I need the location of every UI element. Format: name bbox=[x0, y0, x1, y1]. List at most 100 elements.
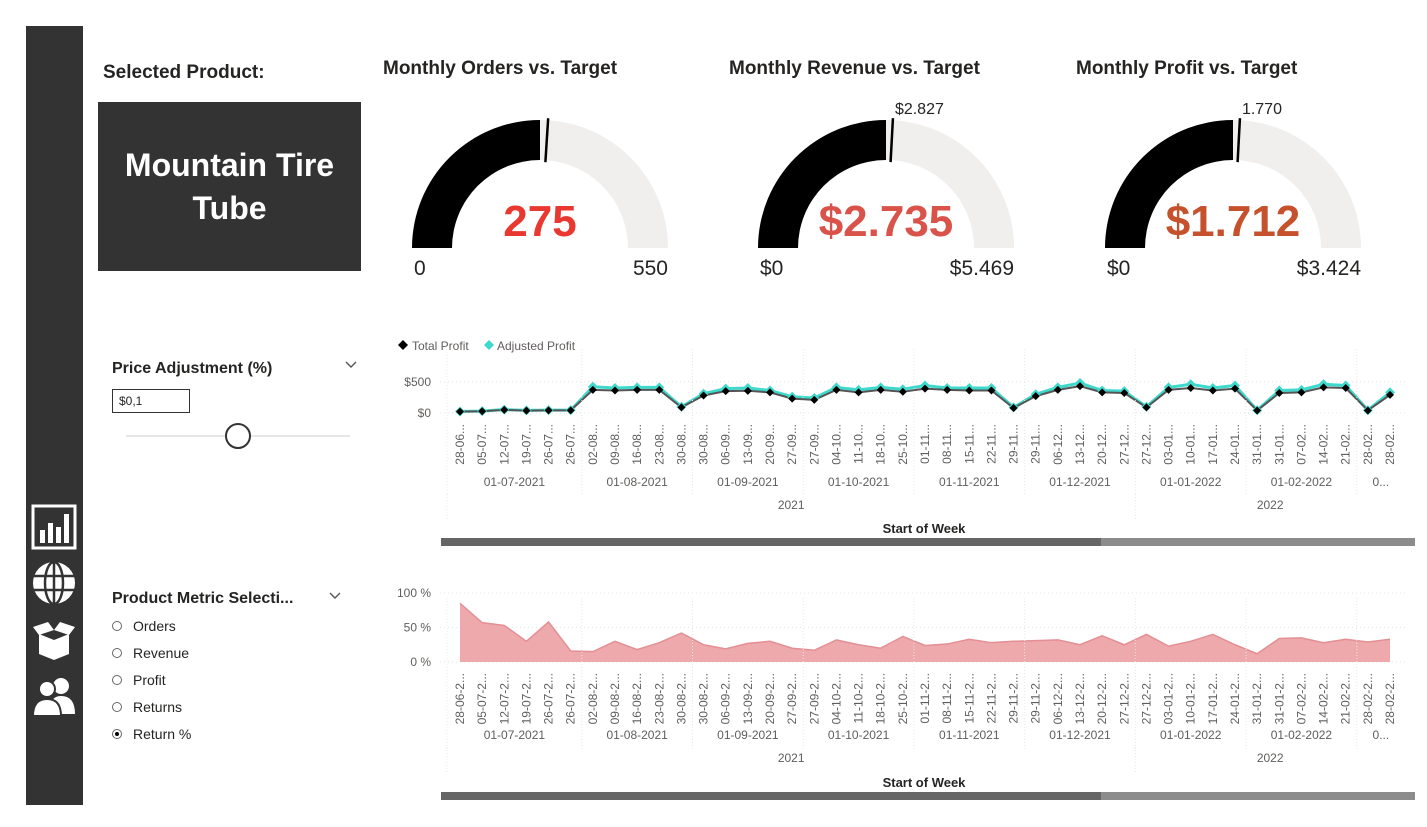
radio-button[interactable] bbox=[112, 648, 122, 658]
total-profit-point bbox=[854, 388, 863, 397]
metric-option-profit[interactable]: Profit bbox=[112, 671, 166, 689]
scrollbar-track[interactable] bbox=[1101, 792, 1415, 800]
x-tick-label: 31-01... bbox=[1250, 424, 1264, 465]
x-tick-label: 29-11... bbox=[1029, 424, 1043, 464]
gauge-value: 275 bbox=[503, 197, 576, 246]
gauge-fill bbox=[1105, 120, 1233, 248]
month-label: 01-11-2021 bbox=[939, 728, 1000, 742]
x-tick-label: 09-08... bbox=[608, 424, 622, 465]
total-profit-point bbox=[699, 391, 708, 400]
x-tick-label: 05-07-2... bbox=[475, 673, 489, 724]
product-name-line2: Tube bbox=[192, 189, 267, 226]
gauge-max-label: $5.469 bbox=[950, 257, 1014, 280]
x-tick-label: 28-02... bbox=[1383, 424, 1397, 465]
metric-option-label: Returns bbox=[133, 699, 183, 715]
metric-option-label: Revenue bbox=[133, 645, 190, 661]
gauge-value: $2.735 bbox=[819, 197, 954, 246]
selected-product-label: Selected Product: bbox=[103, 62, 265, 83]
box-icon[interactable] bbox=[29, 614, 79, 664]
x-tick-label: 27-09... bbox=[785, 424, 799, 465]
total-profit-point bbox=[832, 385, 841, 394]
metric-option-revenue[interactable]: Revenue bbox=[112, 644, 189, 662]
x-tick-label: 28-02-2... bbox=[1361, 673, 1375, 724]
x-tick-label: 23-08-2... bbox=[652, 673, 666, 724]
total-profit-point bbox=[898, 387, 907, 396]
metric-option-label: Orders bbox=[133, 618, 176, 634]
total-profit-point bbox=[1253, 406, 1262, 415]
x-tick-label: 01-11... bbox=[918, 424, 932, 464]
x-tick-label: 04-10... bbox=[829, 424, 843, 465]
scrollbar-track[interactable] bbox=[1101, 538, 1415, 546]
x-tick-label: 19-07... bbox=[519, 424, 533, 465]
radio-button[interactable] bbox=[112, 675, 122, 685]
x-tick-label: 25-10-2... bbox=[896, 673, 910, 724]
y-tick-label: 0 % bbox=[410, 655, 431, 669]
x-tick-label: 13-12-2... bbox=[1073, 673, 1087, 724]
y-tick-label: 100 % bbox=[397, 586, 431, 600]
total-profit-point bbox=[721, 387, 730, 396]
x-tick-label: 27-12-2... bbox=[1139, 673, 1153, 724]
month-label: 01-11-2021 bbox=[939, 475, 1000, 489]
year-label: 2022 bbox=[1257, 498, 1284, 512]
x-tick-label: 03-01... bbox=[1162, 424, 1176, 465]
x-tick-label: 29-11-2... bbox=[1007, 673, 1021, 723]
x-tick-label: 23-08... bbox=[652, 424, 666, 465]
x-tick-label: 30-08-2... bbox=[697, 673, 711, 724]
bar-chart-icon[interactable] bbox=[29, 502, 79, 552]
gauge-target-marker bbox=[889, 118, 895, 163]
gauge-target-label: $2.827 bbox=[895, 101, 944, 118]
y-tick-label: $500 bbox=[404, 375, 431, 389]
radio-button[interactable] bbox=[112, 621, 122, 631]
metric-option-orders[interactable]: Orders bbox=[112, 617, 176, 635]
month-label: 01-08-2021 bbox=[606, 728, 668, 742]
x-tick-label: 06-12... bbox=[1051, 424, 1065, 465]
x-tick-label: 10-01-2... bbox=[1184, 673, 1198, 724]
x-tick-label: 08-11... bbox=[940, 424, 954, 464]
gauge-min-label: $0 bbox=[1107, 257, 1130, 280]
revenue-gauge-title: Monthly Revenue vs. Target bbox=[729, 58, 980, 79]
x-tick-label: 14-02... bbox=[1317, 424, 1331, 465]
total-profit-point bbox=[1142, 403, 1151, 412]
total-profit-point bbox=[1231, 384, 1239, 393]
slider-thumb[interactable] bbox=[225, 423, 251, 449]
month-label: 01-01-2022 bbox=[1160, 728, 1222, 742]
x-axis-title: Start of Week bbox=[883, 521, 967, 536]
total-profit-point bbox=[1275, 389, 1284, 397]
radio-button[interactable] bbox=[112, 729, 122, 739]
x-tick-label: 07-02... bbox=[1294, 424, 1308, 465]
price-adjustment-slider[interactable] bbox=[120, 420, 356, 454]
x-tick-label: 21-02... bbox=[1339, 424, 1353, 465]
x-tick-label: 14-02-2... bbox=[1317, 673, 1331, 724]
chevron-down-icon[interactable] bbox=[328, 589, 342, 606]
x-tick-label: 07-02-2... bbox=[1294, 673, 1308, 724]
month-label: 01-01-2022 bbox=[1160, 475, 1222, 489]
total-profit-point bbox=[522, 406, 531, 415]
radio-button[interactable] bbox=[112, 702, 122, 712]
x-tick-label: 15-11-2... bbox=[962, 673, 976, 723]
metric-option-return[interactable]: Return % bbox=[112, 725, 191, 743]
legend-marker-total-profit bbox=[398, 340, 408, 350]
x-tick-label: 28-02-2... bbox=[1383, 673, 1397, 724]
scrollbar-thumb[interactable] bbox=[441, 792, 1101, 800]
total-profit-point bbox=[1341, 384, 1350, 392]
month-label: 01-12-2021 bbox=[1049, 475, 1111, 489]
total-profit-point bbox=[1053, 385, 1062, 394]
price-adjustment-input[interactable]: $0,1 bbox=[112, 389, 190, 413]
scrollbar-thumb[interactable] bbox=[441, 538, 1101, 546]
metric-option-returns[interactable]: Returns bbox=[112, 698, 182, 716]
total-profit-point bbox=[965, 386, 974, 395]
globe-icon[interactable] bbox=[29, 558, 79, 608]
x-tick-label: 11-10-2... bbox=[852, 673, 866, 723]
gauge-target-label: 1.770 bbox=[1242, 101, 1282, 118]
metric-option-label: Return % bbox=[133, 726, 192, 742]
selected-product-card: Mountain Tire Tube bbox=[98, 102, 361, 271]
total-profit-point bbox=[1319, 383, 1328, 392]
product-name-line1: Mountain Tire bbox=[124, 146, 335, 183]
x-tick-label: 27-09... bbox=[807, 424, 821, 465]
chevron-down-icon[interactable] bbox=[344, 358, 358, 375]
x-axis-title: Start of Week bbox=[883, 775, 967, 790]
total-profit-point bbox=[1208, 386, 1217, 395]
x-tick-label: 28-02... bbox=[1361, 424, 1375, 465]
users-icon[interactable] bbox=[29, 672, 79, 722]
year-label: 2021 bbox=[778, 751, 805, 765]
